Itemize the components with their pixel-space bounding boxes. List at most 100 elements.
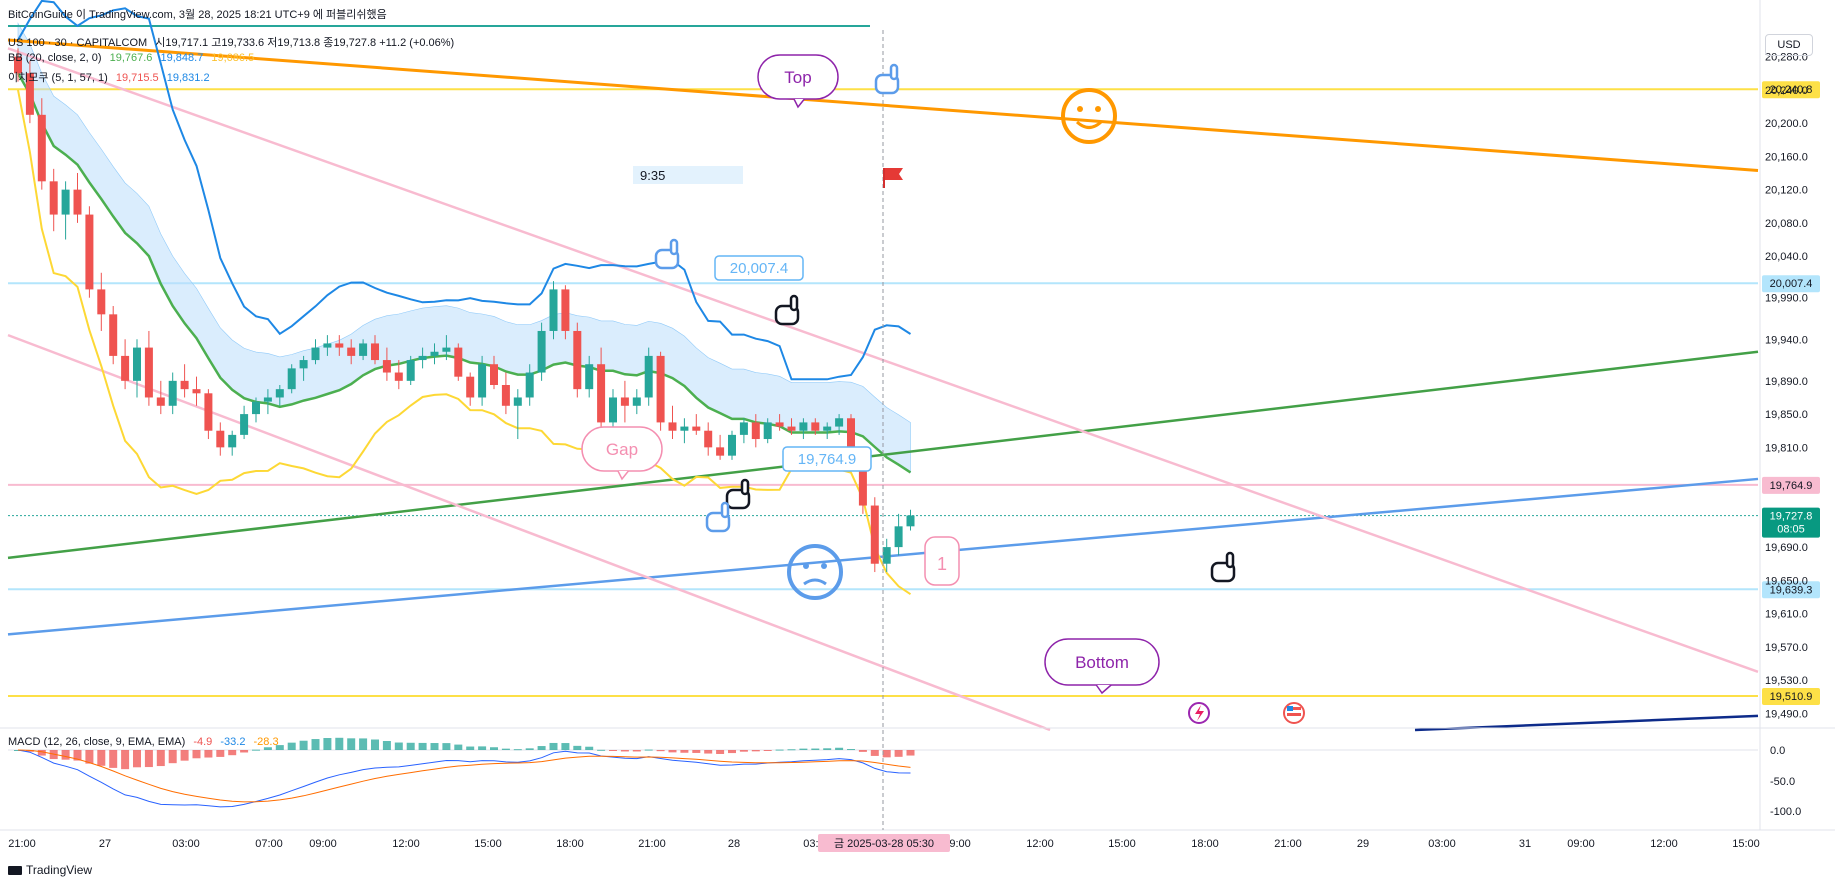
macd-bar-67 bbox=[811, 748, 820, 750]
symbol-label[interactable]: US 100 · 30 · CAPITALCOM bbox=[8, 37, 148, 49]
macd-hist-value: -4.9 bbox=[193, 736, 213, 748]
candle-body-21 bbox=[263, 397, 272, 402]
macd-bar-12 bbox=[156, 750, 165, 767]
time-tick-5: 12:00 bbox=[392, 838, 420, 850]
macd-signal-value: -28.3 bbox=[253, 736, 279, 748]
price-tag-sub-3: 08:05 bbox=[1777, 524, 1805, 536]
candle-body-5 bbox=[73, 189, 82, 215]
candle-body-61 bbox=[739, 422, 748, 435]
macd-bar-40 bbox=[490, 747, 498, 750]
currency-button[interactable]: USD bbox=[1765, 34, 1813, 56]
bb-label: BB (20, close, 2, 0) bbox=[8, 52, 102, 64]
macd-bar-34 bbox=[418, 742, 427, 750]
macd-bar-37 bbox=[454, 744, 463, 750]
gap-bubble: Gap bbox=[581, 426, 663, 481]
macd-bar-69 bbox=[835, 747, 844, 750]
candle-body-29 bbox=[359, 343, 368, 356]
macd-bar-23 bbox=[287, 742, 296, 750]
ichimoku-legend[interactable]: 이치모쿠 (5, 1, 57, 1) 19,715.5 19,831.2 bbox=[8, 69, 215, 85]
macd-legend[interactable]: MACD (12, 26, close, 9, EMA, EMA) -4.9 -… bbox=[8, 736, 284, 748]
smiley-sad-eye-l bbox=[803, 563, 809, 569]
candle-body-35 bbox=[430, 351, 439, 356]
bottom-bubble-label: Bottom bbox=[1075, 653, 1129, 672]
macd-bar-28 bbox=[347, 738, 356, 750]
price-tick-9: 19,890.0 bbox=[1765, 376, 1808, 388]
bb-lower-line bbox=[17, 89, 912, 596]
hand-pointer-icon-2-finger bbox=[740, 478, 750, 496]
bottom-bubble: Bottom bbox=[1044, 638, 1160, 695]
candle-body-69 bbox=[835, 418, 844, 427]
candle-body-49 bbox=[597, 364, 606, 423]
candle-body-75 bbox=[906, 515, 915, 527]
candle-body-26 bbox=[323, 343, 332, 348]
axes: 20,240.8 20,007.4 19,764.9 19,727.808:05 19,… bbox=[0, 0, 1835, 852]
price-tag-bg-3 bbox=[1762, 507, 1820, 538]
price-tick-5: 20,080.0 bbox=[1765, 218, 1808, 230]
price-tick-4: 20,120.0 bbox=[1765, 185, 1808, 197]
hand-pointer-icon-6-finger bbox=[720, 501, 730, 519]
macd-bar-60 bbox=[728, 750, 736, 754]
macd-bar-45 bbox=[549, 742, 558, 750]
ichimoku-value-1: 19,715.5 bbox=[115, 72, 159, 84]
hand-pointer-icon-1 bbox=[774, 294, 800, 326]
candle-body-12 bbox=[156, 397, 165, 406]
price-tick-2: 20,200.0 bbox=[1765, 118, 1808, 130]
time-tick-15: 21:00 bbox=[1274, 838, 1302, 850]
us-flag-stripe-1 bbox=[1287, 707, 1301, 710]
hand-pointer-icon-3-finger bbox=[1225, 551, 1235, 569]
macd-bar-72 bbox=[870, 750, 879, 756]
time-tick-0: 21:00 bbox=[8, 838, 36, 850]
macd-bar-42 bbox=[513, 749, 522, 751]
macd-line bbox=[17, 749, 911, 808]
annotations: Top Gap Bottom 20,007.4 19,764.9 9:35 1 bbox=[581, 54, 1305, 724]
macd-bar-4 bbox=[61, 750, 70, 760]
macd-bar-32 bbox=[394, 742, 403, 750]
candle-body-28 bbox=[347, 347, 356, 356]
footer-brand[interactable]: TradingView bbox=[8, 863, 92, 877]
candle-body-9 bbox=[121, 355, 130, 381]
smiley-happy-icon bbox=[1061, 88, 1117, 144]
candle-body-11 bbox=[144, 347, 153, 398]
price-tick-10: 19,850.0 bbox=[1765, 409, 1808, 421]
time-note-bg bbox=[633, 166, 743, 184]
high-price-label-shape bbox=[714, 255, 804, 281]
top-bubble-label: Top bbox=[784, 68, 811, 87]
candle-body-57 bbox=[692, 426, 701, 431]
time-tick-6: 15:00 bbox=[474, 838, 502, 850]
candle-body-67 bbox=[811, 422, 820, 431]
macd-pane bbox=[8, 737, 1758, 808]
macd-bar-36 bbox=[442, 743, 451, 750]
top-bubble: Top bbox=[757, 54, 839, 109]
number-badge-label: 1 bbox=[937, 554, 947, 574]
candle-body-7 bbox=[97, 289, 106, 315]
macd-bar-19 bbox=[240, 750, 249, 753]
top-bubble-tail bbox=[793, 98, 805, 109]
price-tick-15: 19,570.0 bbox=[1765, 642, 1808, 654]
macd-bar-63 bbox=[763, 750, 772, 751]
time-tick-19: 09:00 bbox=[1567, 838, 1595, 850]
candles bbox=[14, 48, 915, 573]
candle-body-74 bbox=[894, 526, 903, 548]
crosshair-time: 금 2025-03-28 05:30 bbox=[834, 838, 934, 850]
time-tick-11: 09:00 bbox=[943, 838, 971, 850]
candle-body-44 bbox=[537, 330, 546, 373]
macd-bar-38 bbox=[466, 746, 475, 750]
macd-bar-30 bbox=[371, 739, 379, 750]
time-tick-4: 09:00 bbox=[309, 838, 337, 850]
price-tag-bg-0 bbox=[1762, 81, 1820, 99]
macd-bar-47 bbox=[573, 745, 582, 750]
macd-bar-16 bbox=[204, 750, 213, 758]
bb-legend[interactable]: BB (20, close, 2, 0) 19,767.6 19,848.7 1… bbox=[8, 52, 259, 64]
candle-body-45 bbox=[549, 289, 558, 331]
price-tick-8: 19,940.0 bbox=[1765, 334, 1808, 346]
smiley-happy-eye-r bbox=[1095, 106, 1101, 112]
candle-body-39 bbox=[478, 364, 487, 398]
candle-body-33 bbox=[406, 360, 415, 381]
candle-body-27 bbox=[335, 343, 344, 348]
candle-body-25 bbox=[311, 347, 320, 361]
candle-body-53 bbox=[644, 355, 653, 398]
time-tick-7: 18:00 bbox=[556, 838, 584, 850]
candle-body-15 bbox=[192, 389, 201, 394]
macd-bar-48 bbox=[585, 746, 594, 750]
